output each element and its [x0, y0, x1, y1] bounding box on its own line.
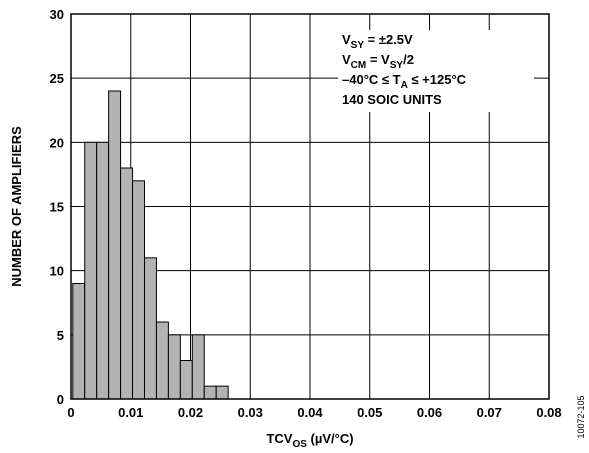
annotation-background	[338, 30, 534, 112]
y-tick-label: 20	[50, 135, 64, 150]
histogram-bar-2	[96, 141, 110, 400]
histogram-bar-9	[179, 360, 193, 400]
annotation-unit-count: 140 SOIC UNITS	[342, 92, 442, 107]
figure-code: 10072-105	[576, 395, 586, 438]
y-axis-title: NUMBER OF AMPLIFIERS	[9, 126, 24, 287]
histogram-bar-6	[143, 257, 157, 400]
y-tick-label: 25	[50, 71, 64, 86]
y-tick-label: 30	[50, 7, 64, 22]
x-tick-labels: 0 0.01 0.02 0.03 0.04 0.05 0.06 0.07 0.08	[67, 405, 561, 420]
plot-frame	[70, 13, 550, 400]
x-tick-label: 0.05	[357, 405, 382, 420]
x-tick-label: 0.04	[297, 405, 323, 420]
x-tick-label: 0.01	[118, 405, 143, 420]
histogram-bar-5	[132, 180, 145, 400]
histogram-bar-10	[191, 334, 205, 400]
x-axis-title: TCVOS (µV/°C)	[266, 431, 353, 450]
histogram-bar-8	[167, 334, 181, 400]
histogram-bars	[72, 90, 229, 400]
x-tick-label: 0.06	[417, 405, 442, 420]
annotation-common-mode-voltage: VCM = VSY/2	[342, 52, 414, 71]
x-tick-label: 0.02	[178, 405, 203, 420]
annotation-temperature-range: –40°C ≤ TA ≤ +125°C	[342, 72, 467, 91]
x-tick-label: 0.03	[238, 405, 263, 420]
y-tick-label: 5	[57, 328, 64, 343]
histogram-bar-0	[72, 283, 86, 400]
y-tick-label: 0	[57, 392, 64, 407]
histogram-bar-1	[84, 141, 98, 400]
y-tick-label: 15	[50, 200, 64, 215]
y-tick-label: 10	[50, 264, 64, 279]
histogram-bar-11	[203, 385, 217, 400]
x-tick-label: 0	[67, 405, 74, 420]
annotation-supply-voltage: VSY = ±2.5V	[342, 32, 413, 51]
histogram-bar-12	[215, 385, 229, 400]
histogram-bar-7	[155, 321, 169, 400]
x-tick-label: 0.08	[536, 405, 561, 420]
x-tick-label: 0.07	[477, 405, 502, 420]
histogram-bar-4	[120, 167, 134, 400]
histogram-bar-3	[108, 90, 122, 400]
y-tick-labels: 0 5 10 15 20 25 30	[50, 7, 64, 407]
